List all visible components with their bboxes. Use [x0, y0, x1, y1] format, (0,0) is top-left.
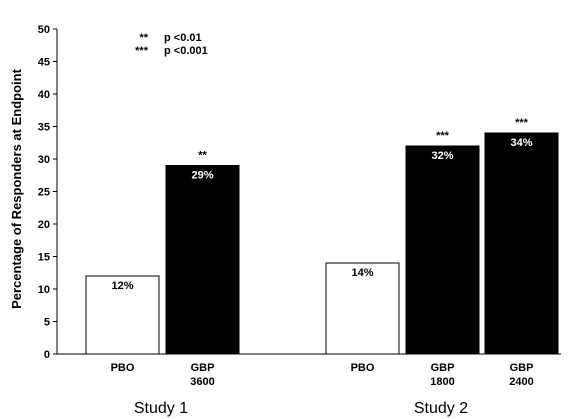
category-label: 1800	[430, 376, 454, 388]
bar	[405, 145, 480, 355]
significance-marker: ***	[515, 117, 529, 129]
legend-marker: ***	[135, 45, 149, 57]
y-axis-label: Percentage of Responders at Endpoint	[9, 68, 24, 308]
y-tick-label: 50	[38, 24, 50, 36]
bar-value-label: 12%	[111, 280, 133, 292]
category-label: GBP	[510, 362, 534, 374]
y-tick-label: 10	[38, 284, 50, 296]
y-tick-label: 0	[44, 349, 50, 361]
y-tick-label: 15	[38, 252, 50, 264]
category-label: 2400	[509, 376, 533, 388]
y-tick-label: 40	[38, 89, 50, 101]
bar	[85, 275, 160, 355]
category-label: PBO	[351, 362, 375, 374]
category-label: GBP	[191, 362, 215, 374]
y-tick-label: 30	[38, 154, 50, 166]
category-label: GBP	[431, 362, 455, 374]
bar-value-label: 14%	[351, 267, 373, 279]
bar	[325, 262, 400, 355]
y-tick-label: 35	[38, 122, 50, 134]
bars: 12% 29% ** 14% 32% *** 34% ***	[85, 117, 559, 355]
legend-text: p <0.001	[164, 45, 208, 57]
legend-marker: **	[139, 32, 148, 44]
bar-value-label: 29%	[191, 170, 213, 182]
category-label: 3600	[190, 376, 214, 388]
y-tick-label: 25	[38, 187, 50, 199]
significance-legend: ** p <0.01 *** p <0.001	[135, 32, 208, 57]
bar	[165, 165, 240, 355]
bar-value-label: 34%	[510, 137, 532, 149]
group-label: Study 2	[414, 400, 468, 417]
significance-marker: ***	[436, 130, 450, 142]
y-tick-label: 5	[44, 317, 50, 329]
significance-marker: **	[198, 150, 207, 162]
y-tick-label: 45	[38, 57, 50, 69]
legend-text: p <0.01	[164, 32, 202, 44]
bar	[484, 132, 559, 355]
y-tick-label: 20	[38, 219, 50, 231]
bar-value-label: 32%	[431, 150, 453, 162]
category-label: PBO	[111, 362, 135, 374]
group-label: Study 1	[134, 400, 188, 417]
